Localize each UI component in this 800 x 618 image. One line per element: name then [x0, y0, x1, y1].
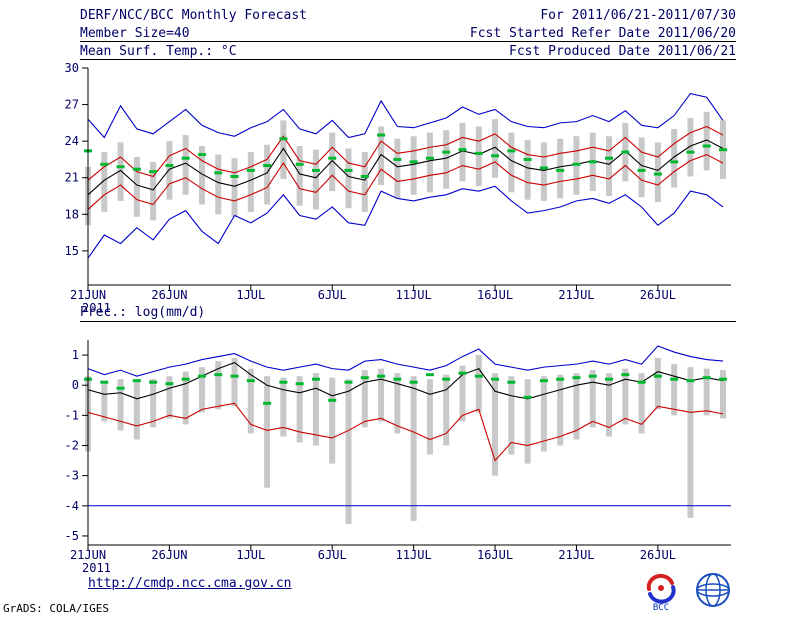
- svg-text:6JUL: 6JUL: [318, 288, 347, 302]
- svg-text:27: 27: [65, 98, 79, 112]
- precipitation-chart: -5 -4 -3 -2 -1 0 1 21JUN 26JUN 1JUL 6JUL 11JUL 16JUL…: [65, 340, 731, 575]
- header-row-2: Member Size=40 Fcst Started Refer Date 2…: [80, 26, 736, 41]
- bcc-logo: BCC: [646, 573, 676, 612]
- svg-text:2011: 2011: [82, 561, 111, 575]
- svg-text:16JUL: 16JUL: [477, 548, 513, 562]
- svg-text:21JUL: 21JUL: [558, 548, 594, 562]
- prec-chart-title: Prec.: log(mm/d): [80, 305, 206, 320]
- svg-text:11JUL: 11JUL: [396, 288, 432, 302]
- svg-text:1JUL: 1JUL: [236, 288, 265, 302]
- svg-text:2011: 2011: [82, 301, 111, 315]
- svg-text:11JUL: 11JUL: [396, 548, 432, 562]
- svg-text:30: 30: [65, 61, 79, 75]
- header-row-3: Mean Surf. Temp.: °C Fcst Produced Date …: [80, 44, 736, 59]
- svg-text:21: 21: [65, 171, 79, 185]
- svg-text:26JUL: 26JUL: [640, 548, 676, 562]
- svg-text:-2: -2: [65, 439, 79, 453]
- header-rule-2: [80, 59, 736, 60]
- svg-text:15: 15: [65, 244, 79, 258]
- svg-text:16JUL: 16JUL: [477, 288, 513, 302]
- svg-text:21JUN: 21JUN: [70, 548, 106, 562]
- ncc-logo: [696, 573, 730, 607]
- svg-text:-3: -3: [65, 469, 79, 483]
- svg-text:26JUN: 26JUN: [151, 548, 187, 562]
- produced-date: Fcst Produced Date 2011/06/21: [509, 44, 736, 59]
- svg-text:24: 24: [65, 134, 79, 148]
- svg-text:26JUL: 26JUL: [640, 288, 676, 302]
- bcc-logo-dot: [658, 585, 664, 591]
- svg-text:21JUN: 21JUN: [70, 288, 106, 302]
- svg-text:26JUN: 26JUN: [151, 288, 187, 302]
- svg-text:0: 0: [72, 378, 79, 392]
- svg-text:-1: -1: [65, 408, 79, 422]
- temperature-chart: 15 18 21 24 27 30 21JUN 26JUN 1JUL 6JUL 11JUL 16JUL…: [65, 61, 731, 315]
- header-rule-1: [80, 41, 736, 42]
- refer-date: Fcst Started Refer Date 2011/06/20: [469, 26, 736, 41]
- page-title: DERF/NCC/BCC Monthly Forecast: [80, 8, 307, 23]
- svg-text:21JUL: 21JUL: [558, 288, 594, 302]
- bcc-logo-label: BCC: [653, 603, 669, 612]
- svg-text:-4: -4: [65, 499, 79, 513]
- prec-title-rule: [80, 321, 736, 322]
- svg-text:-5: -5: [65, 529, 79, 543]
- svg-text:6JUL: 6JUL: [318, 548, 347, 562]
- credit-text: GrADS: COLA/IGES: [3, 602, 109, 615]
- member-size: Member Size=40: [80, 26, 190, 41]
- header-row-1: DERF/NCC/BCC Monthly Forecast For 2011/0…: [80, 8, 736, 23]
- temp-chart-title: Mean Surf. Temp.: °C: [80, 44, 237, 59]
- svg-text:18: 18: [65, 207, 79, 221]
- forecast-range: For 2011/06/21-2011/07/30: [540, 8, 736, 23]
- svg-text:1: 1: [72, 348, 79, 362]
- svg-text:1JUL: 1JUL: [236, 548, 265, 562]
- website-link[interactable]: http://cmdp.ncc.cma.gov.cn: [88, 576, 292, 591]
